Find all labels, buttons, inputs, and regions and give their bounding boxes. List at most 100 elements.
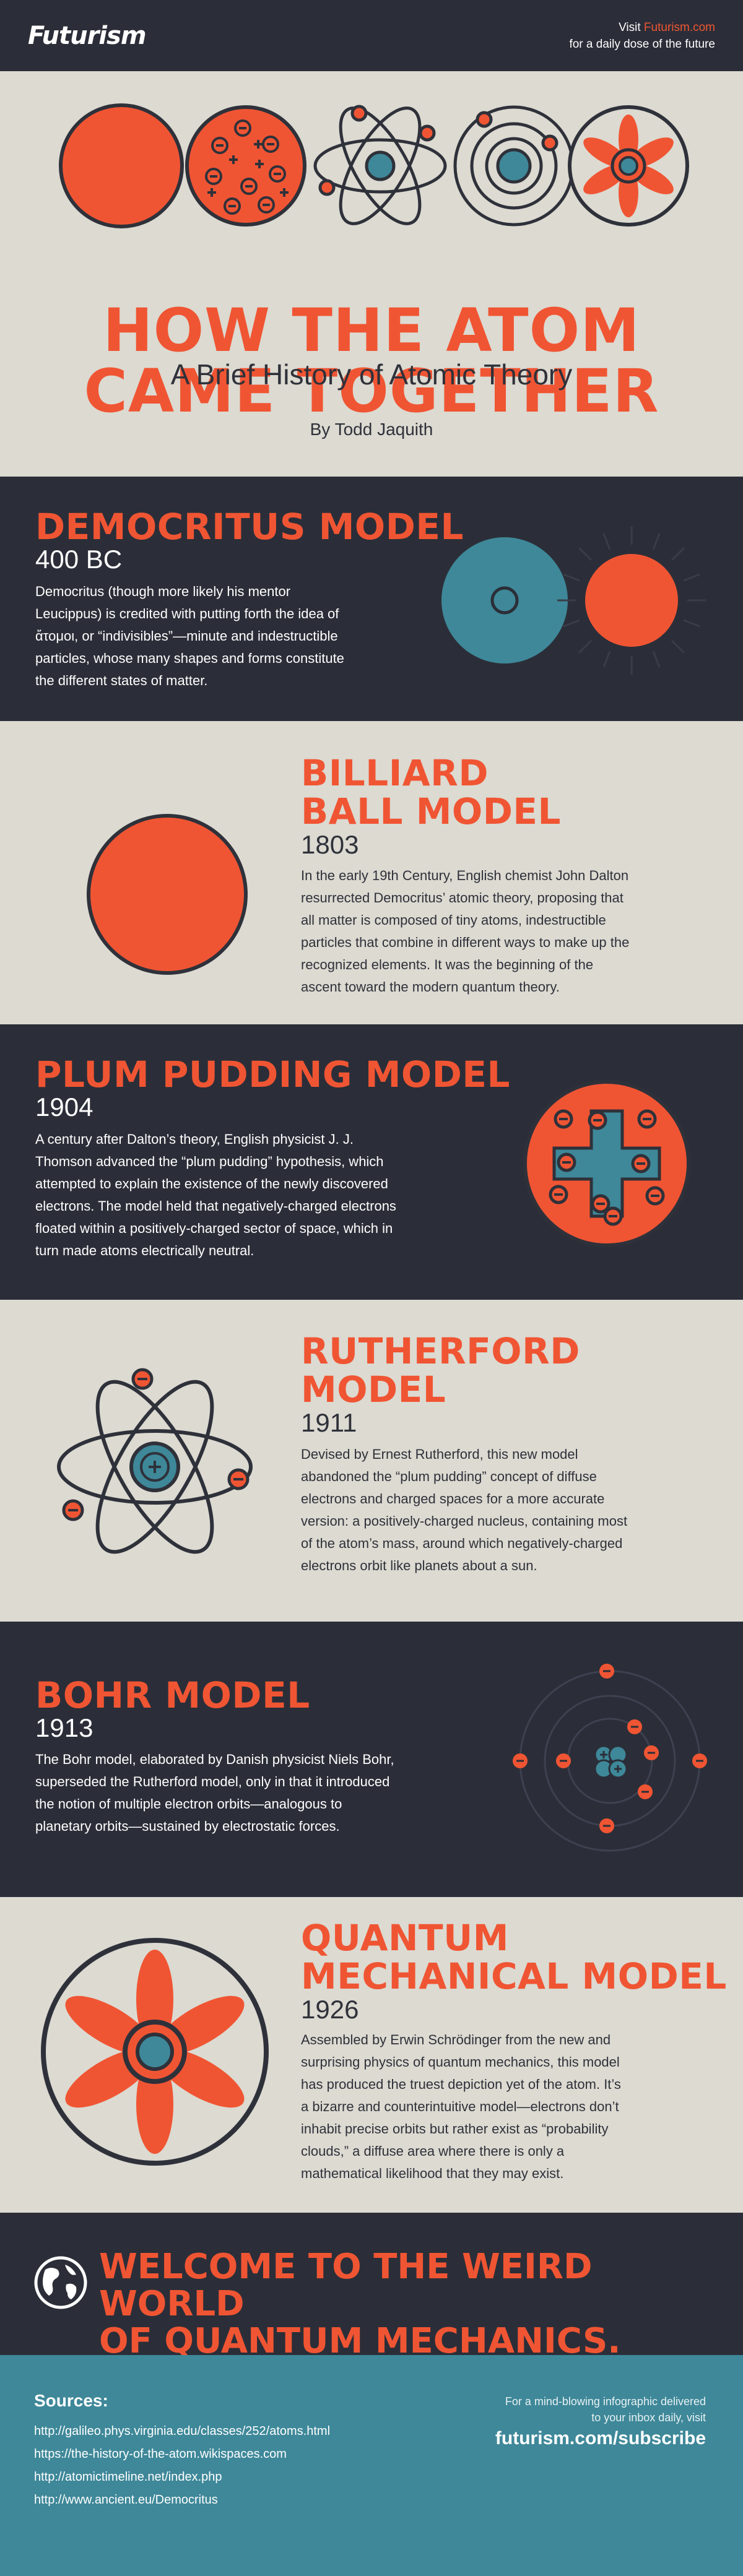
subscribe-promo: For a mind-blowing infographic delivered…: [495, 2393, 706, 2448]
welcome-heading: WELCOME TO THE WEIRD WORLD OF QUANTUM ME…: [99, 2247, 743, 2356]
title-line: MECHANICAL MODEL: [301, 1955, 727, 1997]
billiard-ball-illustration: [87, 814, 248, 975]
sources-title: Sources:: [34, 2391, 108, 2410]
text-line: version: a positively-charged nucleus, c…: [301, 1513, 628, 1529]
text-line: abandoned the “plum pudding” concept of …: [301, 1469, 597, 1484]
rutherford-text: Devised by Ernest Rutherford, this new m…: [301, 1443, 728, 1577]
text-line: electrons orbit like planets about a sun…: [301, 1558, 537, 1573]
visit-promo: Visit Futurism.com for a daily dose of t…: [569, 19, 715, 53]
text-line: has produced the truest depiction yet of…: [301, 2077, 621, 2092]
promo-line: to your inbox daily, visit: [591, 2411, 706, 2424]
text-line: ascent toward the modern quantum theory.: [301, 979, 560, 995]
text-line: Leucippus) is credited with putting fort…: [35, 606, 339, 621]
text-line: resurrected Democritus’ atomic theory, p…: [301, 890, 624, 905]
text-line: the different states of matter.: [35, 673, 208, 688]
quantum-atom-icon: [568, 105, 689, 227]
democritus-text: Democritus (though more likely his mento…: [35, 581, 432, 692]
bohr-illustration: [513, 1664, 707, 1852]
text-line: superseded the Rutherford model, only in…: [35, 1774, 390, 1789]
text-line: recognized elements. It was the beginnin…: [301, 957, 594, 972]
bohr-year: 1913: [35, 1713, 93, 1742]
text-line: mathematical likelihood that they may ex…: [301, 2166, 564, 2181]
rutherford-illustration: [57, 1368, 253, 1554]
title-line: BALL MODEL: [301, 790, 561, 832]
rutherford-title: RUTHERFORD MODEL: [301, 1332, 580, 1409]
text-line: inhabit precise orbits but rather exist …: [301, 2121, 609, 2137]
globe-icon: [34, 2256, 87, 2309]
text-line: turn made atoms electrically neutral.: [35, 1243, 254, 1258]
promo-line: For a mind-blowing infographic delivered: [505, 2395, 706, 2408]
plum-pudding-title: PLUM PUDDING MODEL: [35, 1053, 510, 1096]
text-line: particles that combine in different ways…: [301, 935, 630, 950]
source-link[interactable]: https://the-history-of-the-atom.wikispac…: [34, 2447, 287, 2461]
quantum-section: QUANTUM MECHANICAL MODEL 1926 Assembled …: [0, 1897, 743, 2213]
hero: HOW THE ATOM CAME TOGETHER: [0, 71, 743, 477]
democritus-year: 400 BC: [35, 545, 123, 574]
welcome-line: OF QUANTUM MECHANICS.: [99, 2321, 621, 2356]
plum-pudding-text: A century after Dalton’s theory, English…: [35, 1128, 506, 1262]
subscribe-link[interactable]: futurism.com/subscribe: [495, 2428, 706, 2448]
billiard-year: 1803: [301, 830, 359, 859]
top-bar: Futurism Visit Futurism.com for a daily …: [0, 0, 743, 71]
rutherford-year: 1911: [301, 1408, 357, 1437]
source-link[interactable]: http://galileo.phys.virginia.edu/classes…: [34, 2424, 331, 2438]
text-line: a bizarre and counterintuitive model—ele…: [301, 2099, 619, 2114]
billiard-title: BILLIARD BALL MODEL: [301, 754, 561, 831]
text-line: all matter is composed of tiny atoms, in…: [301, 912, 606, 928]
title-line: BILLIARD: [301, 752, 489, 794]
welcome-section: WELCOME TO THE WEIRD WORLD OF QUANTUM ME…: [0, 2213, 743, 2355]
text-line: ἄτομοι, or “indivisibles”—minute and ind…: [35, 628, 338, 644]
text-line: attempted to explain the existence of th…: [35, 1176, 388, 1191]
sources-list: http://galileo.phys.virginia.edu/classes…: [34, 2420, 330, 2512]
text-line: planetary orbits—sustained by electrosta…: [35, 1818, 340, 1834]
democritus-illustration: [441, 526, 706, 675]
bohr-text: The Bohr model, elaborated by Danish phy…: [35, 1748, 506, 1838]
rutherford-section: RUTHERFORD MODEL 1911 Devised by Ernest …: [0, 1300, 743, 1622]
visit-link[interactable]: Futurism.com: [643, 20, 715, 34]
source-link[interactable]: http://www.ancient.eu/Democritus: [34, 2493, 218, 2507]
billiard-section: BILLIARD BALL MODEL 1803 In the early 19…: [0, 721, 743, 1024]
quantum-text: Assembled by Erwin Schrödinger from the …: [301, 2029, 728, 2185]
text-line: The Bohr model, elaborated by Danish phy…: [35, 1752, 394, 1767]
plum-pudding-year: 1904: [35, 1092, 93, 1122]
democritus-section: DEMOCRITUS MODEL 400 BC Democritus (thou…: [0, 477, 743, 721]
welcome-line: WELCOME TO THE WEIRD WORLD: [99, 2247, 593, 2324]
bohr-section: BOHR MODEL 1913 The Bohr model, elaborat…: [0, 1622, 743, 1897]
hero-subtitle: A Brief History of Atomic Theory: [170, 358, 573, 391]
bohr-atom-icon: [453, 105, 575, 227]
visit-tagline: for a daily dose of the future: [569, 37, 715, 51]
quantum-illustration: [41, 1938, 269, 2166]
plum-pudding-illustration: [523, 1080, 690, 1247]
plum-pudding-atom-icon: [185, 105, 306, 227]
text-line: Thomson advanced the “plum pudding” hypo…: [35, 1154, 384, 1169]
text-line: the notion of multiple electron orbits—a…: [35, 1796, 342, 1812]
democritus-atom-icon: [59, 103, 184, 228]
sources-footer: Sources: http://galileo.phys.virginia.ed…: [0, 2355, 743, 2576]
text-line: Devised by Ernest Rutherford, this new m…: [301, 1446, 578, 1462]
text-line: Assembled by Erwin Schrödinger from the …: [301, 2032, 611, 2047]
hero-title-line2: CAME TOGETHER: [84, 357, 659, 426]
hero-title-line1: HOW THE ATOM: [103, 296, 640, 365]
source-link[interactable]: http://atomictimeline.net/index.php: [34, 2470, 222, 2484]
text-line: floated within a positively-charged sect…: [35, 1221, 393, 1236]
bohr-title: BOHR MODEL: [35, 1674, 310, 1716]
futurism-logo[interactable]: Futurism: [28, 21, 146, 50]
title-line: QUANTUM: [301, 1917, 509, 1959]
text-line: clouds,” a diffuse area where there is o…: [301, 2143, 565, 2159]
plum-pudding-section: PLUM PUDDING MODEL 1904 A century after …: [0, 1024, 743, 1300]
text-line: A century after Dalton’s theory, English…: [35, 1131, 354, 1147]
text-line: surprising physics of quantum mechanics,…: [301, 2054, 620, 2070]
rutherford-atom-icon: [313, 105, 447, 225]
title-line: MODEL: [301, 1368, 446, 1411]
text-line: electrons. The model held that negativel…: [35, 1198, 396, 1214]
billiard-text: In the early 19th Century, English chemi…: [301, 865, 728, 998]
hero-byline: By Todd Jaquith: [310, 420, 433, 439]
text-line: of the atom’s mass, around which negativ…: [301, 1536, 623, 1551]
text-line: In the early 19th Century, English chemi…: [301, 868, 629, 883]
quantum-year: 1926: [301, 1995, 359, 2024]
democritus-title: DEMOCRITUS MODEL: [35, 506, 464, 548]
text-line: particles, whose many shapes and forms c…: [35, 650, 344, 666]
visit-prefix: Visit: [619, 20, 644, 34]
text-line: Democritus (though more likely his mento…: [35, 584, 291, 599]
